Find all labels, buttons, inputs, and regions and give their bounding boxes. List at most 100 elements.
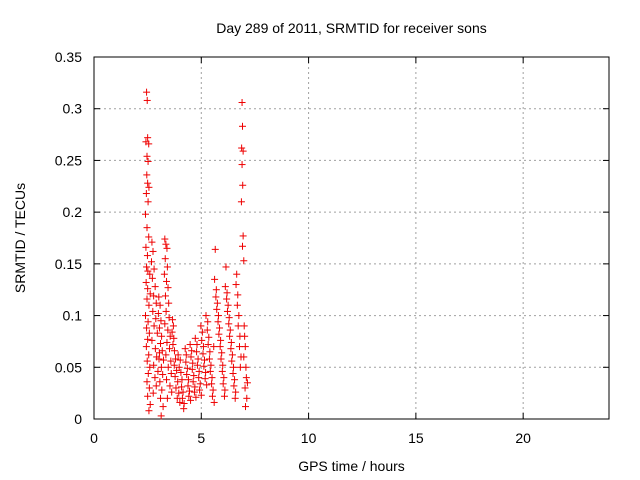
data-point xyxy=(169,316,177,324)
data-point xyxy=(194,355,202,363)
data-point xyxy=(154,367,162,375)
data-point xyxy=(184,376,192,384)
data-point xyxy=(201,375,209,383)
data-point xyxy=(218,349,226,357)
data-point xyxy=(213,305,221,313)
data-point xyxy=(164,326,172,334)
data-point xyxy=(226,332,234,340)
data-point xyxy=(192,393,200,401)
data-point xyxy=(152,315,160,323)
data-point xyxy=(216,343,224,351)
data-point xyxy=(214,312,222,320)
data-point xyxy=(168,388,176,396)
data-point xyxy=(143,88,151,96)
data-point xyxy=(193,341,201,349)
data-point xyxy=(228,351,236,359)
data-point xyxy=(143,295,151,303)
data-point xyxy=(145,407,153,415)
data-point xyxy=(187,353,195,361)
data-point xyxy=(169,341,177,349)
data-point xyxy=(203,381,211,389)
data-point xyxy=(215,330,223,338)
y-tick-labels: 0 0.05 0.1 0.15 0.2 0.25 0.3 0.35 xyxy=(55,49,82,427)
data-point xyxy=(223,295,231,303)
data-point xyxy=(159,371,167,379)
y-tick-label: 0 xyxy=(74,411,82,427)
data-point xyxy=(164,363,172,371)
data-point xyxy=(163,376,171,384)
data-point xyxy=(195,367,203,375)
y-tick-label: 0.15 xyxy=(55,256,82,272)
data-point xyxy=(195,374,203,382)
data-point xyxy=(142,343,150,351)
data-point xyxy=(187,396,195,404)
data-point xyxy=(205,355,213,363)
data-point xyxy=(158,332,166,340)
data-point xyxy=(231,394,239,402)
data-point xyxy=(214,318,222,326)
data-point xyxy=(145,183,153,191)
data-point xyxy=(156,378,164,386)
data-point xyxy=(163,338,171,346)
data-point xyxy=(145,233,153,241)
data-point xyxy=(199,350,207,358)
data-point xyxy=(148,336,156,344)
data-point xyxy=(174,378,182,386)
data-point xyxy=(143,324,151,332)
data-point xyxy=(228,357,236,365)
data-point xyxy=(199,343,207,351)
data-point xyxy=(163,277,171,285)
data-point xyxy=(143,171,151,179)
data-point xyxy=(155,355,163,363)
data-point xyxy=(169,322,177,330)
data-point xyxy=(203,326,211,334)
data-point xyxy=(190,388,198,396)
data-point xyxy=(166,382,174,390)
plot-frame xyxy=(93,56,610,420)
data-point xyxy=(241,332,249,340)
data-point xyxy=(241,403,249,411)
data-point xyxy=(159,403,167,411)
data-point xyxy=(206,348,214,356)
data-point xyxy=(231,376,239,384)
data-point xyxy=(220,392,228,400)
data-point xyxy=(168,328,176,336)
data-point xyxy=(241,384,249,392)
data-point xyxy=(157,412,165,420)
data-point xyxy=(208,392,216,400)
data-point xyxy=(156,301,164,309)
data-point xyxy=(167,357,175,365)
data-point xyxy=(198,328,206,336)
data-point xyxy=(146,270,154,278)
data-point xyxy=(238,242,246,250)
data-point xyxy=(221,386,229,394)
data-point xyxy=(216,324,224,332)
y-tick-label: 0.25 xyxy=(55,152,82,168)
data-point xyxy=(241,343,249,351)
data-point xyxy=(207,361,215,369)
data-point xyxy=(157,394,165,402)
data-point xyxy=(153,329,161,337)
data-point xyxy=(144,369,152,377)
data-point xyxy=(161,255,169,263)
axis-ticks xyxy=(93,56,609,420)
data-point xyxy=(182,358,190,366)
data-point xyxy=(143,378,151,386)
data-point xyxy=(163,263,171,271)
data-point xyxy=(204,341,212,349)
data-point xyxy=(175,363,183,371)
x-tick-label: 10 xyxy=(301,430,317,446)
data-point xyxy=(193,361,201,369)
data-point xyxy=(179,388,187,396)
data-point xyxy=(161,235,169,243)
data-point xyxy=(166,345,174,353)
data-point xyxy=(239,147,247,155)
data-point xyxy=(160,356,168,364)
data-point xyxy=(232,281,240,289)
data-point xyxy=(218,367,226,375)
data-point xyxy=(155,293,163,301)
data-point xyxy=(157,339,165,347)
data-point xyxy=(238,161,246,169)
data-point xyxy=(227,345,235,353)
data-point xyxy=(145,301,153,309)
